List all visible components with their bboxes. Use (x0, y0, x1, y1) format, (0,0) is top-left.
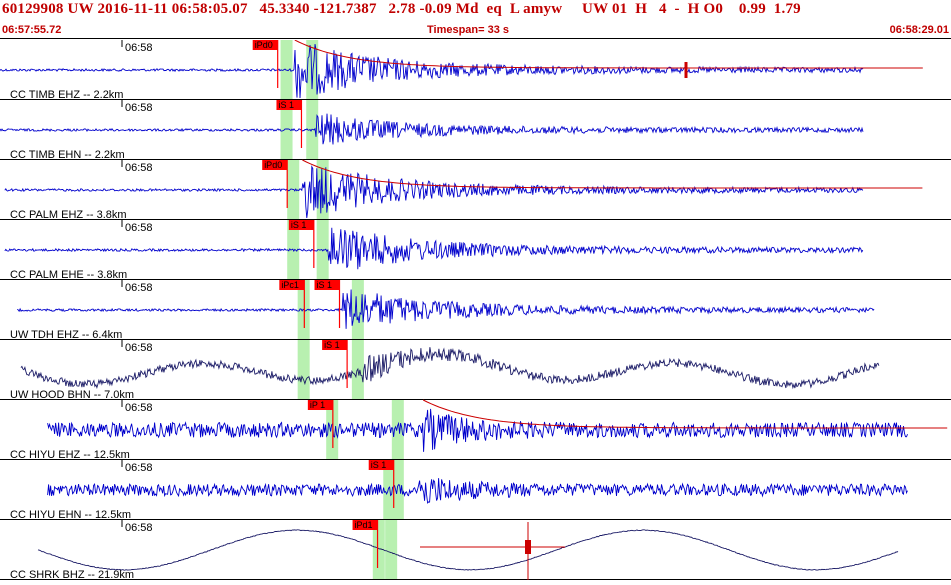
phase-pick[interactable]: iP 1 (307, 400, 334, 448)
pick-label: iS 1 (291, 220, 307, 230)
station-label: CC HIYU EHZ -- 12.5km (10, 449, 130, 461)
seismogram-panels[interactable]: 06:58 iPd0 CC TIMB EHZ -- 2.2km 06:58 iS 1 CC… (0, 39, 951, 581)
waveform-trace (0, 44, 864, 99)
minute-tick-label: 06:58 (125, 102, 153, 114)
event-summary-title: 60129908 UW 2016-11-11 06:58:05.07 45.33… (2, 1, 801, 17)
coda-curve (294, 39, 923, 69)
minute-tick-label: 06:58 (125, 522, 153, 534)
pick-flag[interactable] (314, 280, 340, 290)
pick-window (306, 100, 319, 160)
pick-window (297, 340, 310, 400)
pick-window (391, 400, 404, 460)
pick-label: iPd1 (355, 520, 373, 530)
waveform-trace (47, 478, 908, 504)
waveform-trace (20, 347, 880, 390)
station-label: CC HIYU EHN -- 12.5km (10, 509, 131, 521)
pick-window (351, 280, 364, 340)
phase-pick[interactable]: iPd1 (352, 520, 379, 568)
amplitude-marker (525, 540, 531, 554)
pick-flag[interactable] (276, 100, 302, 110)
pick-window (372, 520, 385, 580)
pick-label: iS 1 (317, 280, 333, 290)
channel-panel[interactable]: 06:58 iPc1 iS 1 UW TDH EHZ -- 6.4km (0, 280, 951, 341)
channel-panel[interactable]: 06:58 iP 1 CC HIYU EHZ -- 12.5km (0, 399, 951, 461)
pick-flag[interactable] (252, 40, 278, 50)
pick-label: iS 1 (278, 100, 294, 110)
minute-tick-label: 06:58 (125, 462, 153, 474)
coda-curve (422, 399, 948, 429)
channel-panel[interactable]: 06:58 iPd0 CC PALM EHZ -- 3.8km (0, 159, 951, 221)
pick-window (385, 520, 398, 580)
channel-panel[interactable]: 06:58 iS 1 CC PALM EHE -- 3.8km (0, 220, 951, 281)
phase-pick[interactable]: iPd0 (262, 160, 288, 208)
waveform-trace (47, 408, 908, 452)
phase-pick[interactable]: iS 1 (276, 100, 303, 148)
phase-pick[interactable]: iS 1 (322, 340, 348, 388)
phase-pick[interactable]: iS 1 (288, 220, 315, 268)
pick-flag[interactable] (262, 160, 288, 170)
station-label: CC SHRK BHZ -- 21.9km (10, 569, 134, 580)
pick-window (280, 100, 293, 160)
pick-window (287, 160, 300, 220)
pick-label: iPd0 (255, 40, 273, 50)
pick-flag[interactable] (322, 340, 348, 350)
waveform-trace (4, 165, 864, 219)
channel-panel[interactable]: 06:58 iS 1 UW HOOD BHN -- 7.0km (0, 340, 951, 401)
end-time-label: 06:58:29.01 (889, 24, 949, 36)
pick-flag[interactable] (352, 520, 378, 530)
event-header: 60129908 UW 2016-11-11 06:58:05.07 45.33… (0, 0, 951, 22)
minute-tick-label: 06:58 (125, 162, 153, 174)
channel-panel[interactable]: 06:58 iPd0 CC TIMB EHZ -- 2.2km (0, 39, 951, 101)
pick-flag[interactable] (279, 280, 305, 290)
waveform-trace (4, 227, 864, 270)
coda-curve (302, 159, 923, 189)
pick-label: iS 1 (371, 460, 387, 470)
pick-label: iP 1 (310, 400, 325, 410)
phase-pick[interactable]: iS 1 (368, 460, 395, 508)
pick-label: iPd0 (264, 160, 282, 170)
pick-label: iS 1 (324, 340, 340, 350)
pick-flag[interactable] (368, 460, 394, 470)
station-label: CC PALM EHZ -- 3.8km (10, 209, 127, 221)
pick-flag[interactable] (307, 400, 333, 410)
minute-tick-label: 06:58 (125, 342, 153, 354)
channel-panel[interactable]: 06:58 iS 1 CC TIMB EHN -- 2.2km (0, 100, 951, 161)
station-label: UW TDH EHZ -- 6.4km (10, 329, 122, 341)
station-label: CC TIMB EHZ -- 2.2km (10, 89, 123, 101)
channel-panel[interactable]: 06:58 iPd1 CC SHRK BHZ -- 21.9km (0, 520, 951, 581)
minute-tick-label: 06:58 (125, 402, 153, 414)
phase-pick[interactable]: iPd0 (252, 40, 279, 88)
waveform-trace (0, 113, 864, 145)
pick-window (391, 460, 404, 520)
minute-tick-label: 06:58 (125, 282, 153, 294)
pick-flag[interactable] (288, 220, 314, 230)
time-bar: 06:57:55.72 Timespan= 33 s 06:58:29.01 (0, 23, 951, 39)
station-label: CC PALM EHE -- 3.8km (10, 269, 127, 281)
channel-panel[interactable]: 06:58 iS 1 CC HIYU EHN -- 12.5km (0, 460, 951, 521)
minute-tick-label: 06:58 (125, 222, 153, 234)
waveform-trace (16, 289, 875, 329)
minute-tick-label: 06:58 (125, 42, 153, 54)
pick-window (326, 400, 339, 460)
station-label: CC TIMB EHN -- 2.2km (10, 149, 125, 161)
pick-label: iPc1 (281, 280, 299, 290)
station-label: UW HOOD BHN -- 7.0km (10, 389, 134, 401)
waveform-trace (37, 529, 899, 571)
timespan-label: Timespan= 33 s (427, 24, 510, 36)
start-time-label: 06:57:55.72 (2, 24, 62, 36)
phase-pick[interactable]: iS 1 (314, 280, 341, 328)
phase-pick[interactable]: iPc1 (279, 280, 305, 328)
